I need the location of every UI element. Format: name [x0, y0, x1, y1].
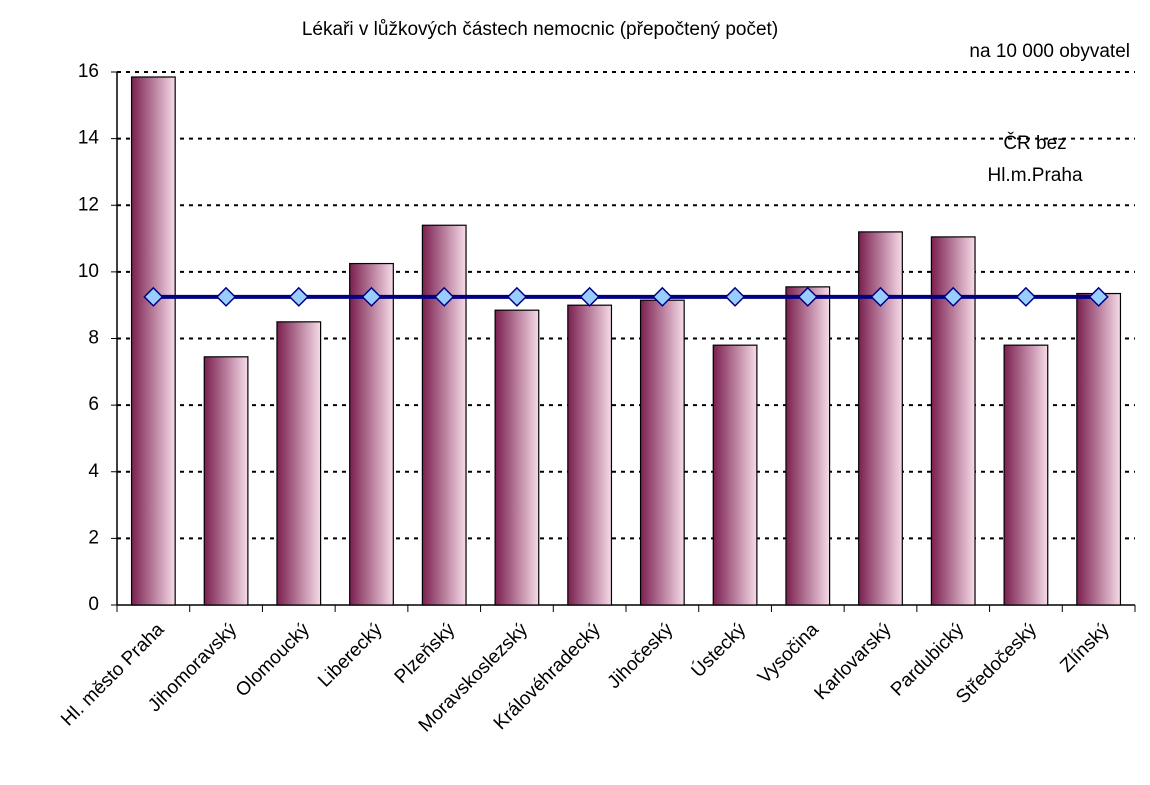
bar: [1003, 344, 1049, 606]
x-tick-label: Liberecký: [314, 619, 387, 692]
bar: [567, 304, 613, 606]
x-tick-label: Olomoucký: [232, 619, 314, 701]
y-tick-label: 2: [88, 527, 99, 548]
bar: [494, 309, 540, 606]
marker: [143, 286, 164, 307]
chart-title: Lékaři v lůžkových částech nemocnic (pře…: [302, 19, 778, 40]
line-label: ČR bez Hl.m.Praha: [987, 133, 1083, 186]
bar: [1076, 292, 1122, 606]
bar: [712, 344, 758, 606]
bar: [349, 262, 394, 606]
bar: [276, 321, 322, 606]
marker: [725, 286, 746, 307]
marker: [943, 286, 964, 307]
bar: [421, 224, 467, 606]
marker: [361, 286, 382, 307]
y-tick-label: 0: [88, 594, 99, 615]
marker: [870, 286, 891, 307]
marker: [1088, 286, 1109, 307]
y-tick-label: 14: [78, 128, 100, 149]
marker: [506, 286, 527, 307]
y-tick-label: 12: [78, 194, 99, 215]
x-tick-label: Vysočina: [754, 619, 823, 688]
bar: [203, 356, 249, 606]
marker: [797, 286, 818, 307]
y-tick-label: 10: [78, 261, 99, 282]
marker: [288, 286, 309, 307]
y-tick-label: 6: [88, 394, 99, 415]
marker: [579, 286, 600, 307]
bar: [785, 286, 831, 606]
x-tick-label: Plzeňský: [391, 619, 460, 688]
bar: [130, 76, 176, 606]
y-tick-label: 16: [78, 61, 99, 82]
marker: [216, 286, 237, 307]
x-tick-label: Hl. město Praha: [57, 619, 168, 730]
x-tick-label: Karlovarský: [811, 619, 896, 704]
x-tick-label: Jihočeský: [604, 619, 678, 693]
bar: [639, 299, 685, 606]
chart-subtitle: na 10 000 obyvatel: [969, 41, 1130, 62]
marker: [434, 286, 455, 307]
x-tick-label: Ústecký: [687, 618, 751, 682]
y-tick-label: 4: [88, 461, 99, 482]
marker: [652, 286, 673, 307]
y-tick-label: 8: [88, 328, 99, 349]
x-tick-label: Zlínský: [1056, 619, 1114, 677]
marker: [1015, 286, 1036, 307]
